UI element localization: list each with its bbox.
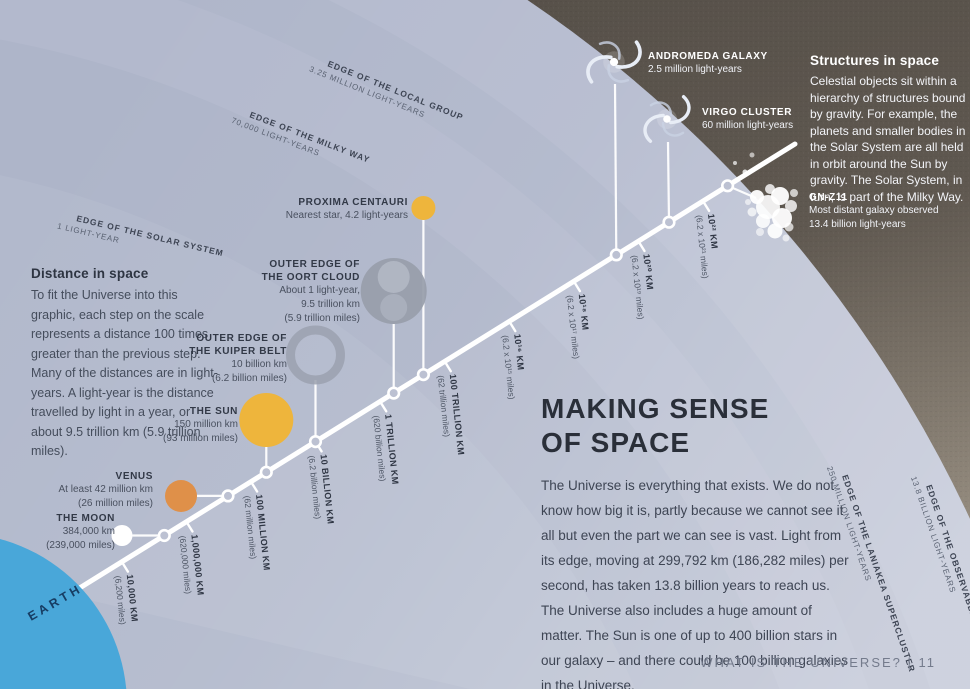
oort-cloud-blob	[360, 258, 427, 324]
venus-circle	[165, 480, 197, 512]
venus-marker	[221, 489, 235, 503]
tick-km-label: 10²² KM	[706, 213, 720, 249]
proxima-marker	[416, 368, 431, 382]
proxima-circle	[411, 196, 436, 220]
moon-marker	[157, 528, 171, 543]
virgo-connector	[666, 141, 671, 223]
andromeda-marker	[609, 248, 623, 262]
virgo-marker	[662, 215, 676, 229]
oort-cloud-marker	[387, 386, 401, 400]
tick-10e20-km: 10²⁰ KM (6.2 x 10¹⁹ miles)	[629, 239, 655, 320]
earth: EARTH	[0, 539, 127, 689]
tick-km-label: 10¹⁸ KM	[577, 293, 591, 330]
scale-markers	[157, 179, 735, 543]
tick-km-label: 10¹⁶ KM	[512, 333, 526, 370]
sun-marker	[259, 465, 273, 479]
earth-circle	[0, 539, 127, 689]
connector-lines	[132, 83, 757, 537]
tick-km-label: 10,000 KM	[125, 574, 140, 622]
tick-km-label: 10²⁰ KM	[641, 253, 655, 290]
gn-z11-galaxy-blob	[733, 152, 798, 242]
gn-z11-marker	[720, 179, 735, 193]
kuiper-belt-ring	[286, 325, 345, 385]
light-wedge	[72, 146, 970, 689]
sun-circle	[239, 393, 294, 447]
moon-circle	[111, 525, 133, 546]
kuiper-belt-marker	[308, 435, 323, 449]
andromeda-connector	[613, 83, 618, 255]
